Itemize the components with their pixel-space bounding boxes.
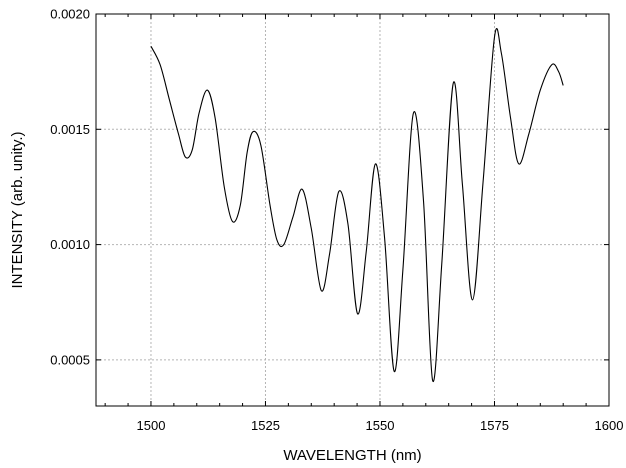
x-tick-label: 1525	[251, 418, 280, 433]
x-tick-label: 1550	[366, 418, 395, 433]
x-tick-label: 1500	[137, 418, 166, 433]
x-tick-label: 1575	[480, 418, 509, 433]
series-line	[150, 28, 564, 383]
grid-lines	[96, 14, 609, 406]
x-axis-title: WAVELENGTH (nm)	[283, 447, 421, 464]
y-tick-label: 0.0005	[50, 352, 90, 367]
axis-ticks: 1500 1525 1550 1575 1600 0.0005 0.0010 0.0015 0.…	[50, 7, 623, 434]
plot-frame	[95, 13, 610, 407]
y-tick-label: 0.0010	[50, 237, 90, 252]
y-tick-label: 0.0015	[50, 122, 90, 137]
x-tick-label: 1600	[595, 418, 624, 433]
y-tick-label: 0.0020	[50, 7, 90, 22]
y-axis-title: INTENSITY (arb. unity.)	[9, 132, 26, 289]
